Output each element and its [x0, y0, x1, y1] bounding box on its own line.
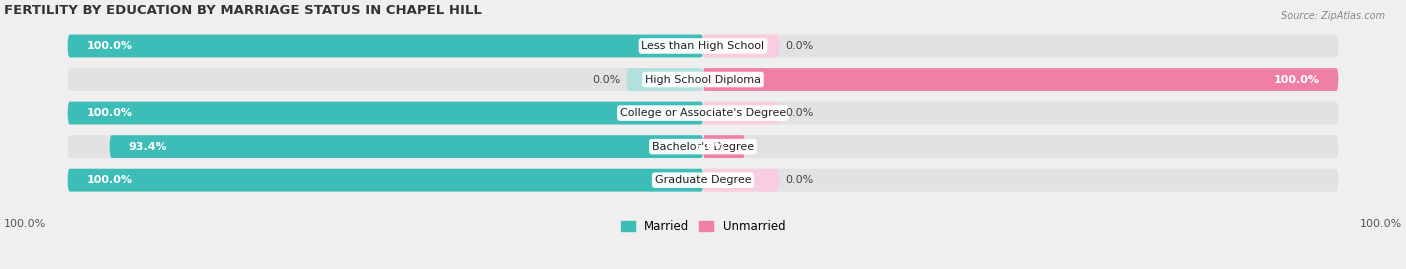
FancyBboxPatch shape: [67, 135, 1339, 158]
FancyBboxPatch shape: [110, 135, 703, 158]
Text: 0.0%: 0.0%: [786, 108, 814, 118]
Text: 100.0%: 100.0%: [1360, 219, 1402, 229]
FancyBboxPatch shape: [703, 102, 779, 125]
Text: Bachelor's Degree: Bachelor's Degree: [652, 141, 754, 152]
FancyBboxPatch shape: [703, 169, 779, 192]
Text: 93.4%: 93.4%: [129, 141, 167, 152]
Text: 100.0%: 100.0%: [1274, 75, 1319, 84]
Text: 100.0%: 100.0%: [87, 41, 132, 51]
Text: 100.0%: 100.0%: [4, 219, 46, 229]
Legend: Married, Unmarried: Married, Unmarried: [616, 215, 790, 238]
Text: FERTILITY BY EDUCATION BY MARRIAGE STATUS IN CHAPEL HILL: FERTILITY BY EDUCATION BY MARRIAGE STATU…: [4, 4, 482, 17]
Text: High School Diploma: High School Diploma: [645, 75, 761, 84]
Text: 6.6%: 6.6%: [695, 141, 725, 152]
FancyBboxPatch shape: [703, 68, 1339, 91]
FancyBboxPatch shape: [67, 102, 1339, 125]
Text: Graduate Degree: Graduate Degree: [655, 175, 751, 185]
Text: 0.0%: 0.0%: [592, 75, 620, 84]
FancyBboxPatch shape: [67, 169, 1339, 192]
Text: Less than High School: Less than High School: [641, 41, 765, 51]
FancyBboxPatch shape: [67, 35, 1339, 57]
Text: 100.0%: 100.0%: [87, 175, 132, 185]
Text: College or Associate's Degree: College or Associate's Degree: [620, 108, 786, 118]
Text: 0.0%: 0.0%: [786, 41, 814, 51]
FancyBboxPatch shape: [67, 68, 1339, 91]
Text: 0.0%: 0.0%: [786, 175, 814, 185]
Text: Source: ZipAtlas.com: Source: ZipAtlas.com: [1281, 11, 1385, 21]
FancyBboxPatch shape: [703, 135, 745, 158]
FancyBboxPatch shape: [67, 35, 703, 57]
FancyBboxPatch shape: [67, 169, 703, 192]
FancyBboxPatch shape: [703, 35, 779, 57]
FancyBboxPatch shape: [67, 102, 703, 125]
FancyBboxPatch shape: [627, 68, 703, 91]
Text: 100.0%: 100.0%: [87, 108, 132, 118]
